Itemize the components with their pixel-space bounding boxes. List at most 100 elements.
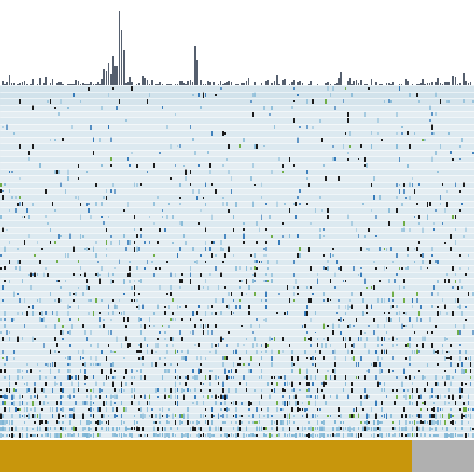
Bar xyxy=(377,356,379,361)
Bar xyxy=(58,433,60,438)
Bar xyxy=(246,81,247,85)
Bar xyxy=(461,434,463,437)
Bar xyxy=(435,151,437,155)
Bar xyxy=(289,427,291,430)
Bar xyxy=(226,414,228,418)
Bar xyxy=(265,343,267,348)
Bar xyxy=(211,241,213,244)
Bar xyxy=(123,407,125,412)
Bar xyxy=(349,145,351,148)
Bar xyxy=(392,337,394,341)
Bar xyxy=(207,324,209,328)
Bar xyxy=(131,286,133,290)
Bar xyxy=(4,266,6,271)
Bar xyxy=(254,337,256,341)
Bar xyxy=(134,420,136,425)
Bar xyxy=(453,376,454,379)
Bar xyxy=(459,356,461,361)
Bar xyxy=(112,407,114,412)
Bar xyxy=(401,126,402,128)
Bar xyxy=(293,260,295,264)
Bar xyxy=(467,408,469,411)
Bar xyxy=(181,414,183,418)
Bar xyxy=(272,383,273,385)
Bar xyxy=(424,84,426,85)
Bar xyxy=(30,285,32,290)
Bar xyxy=(315,350,316,354)
Bar xyxy=(448,82,450,85)
Bar xyxy=(149,216,150,218)
Bar xyxy=(54,382,55,386)
Bar xyxy=(230,420,232,424)
Bar xyxy=(84,369,86,374)
Bar xyxy=(15,382,17,385)
Bar xyxy=(401,414,402,419)
Bar xyxy=(392,428,394,430)
Bar xyxy=(92,246,94,252)
Bar xyxy=(258,324,260,328)
Bar xyxy=(190,170,191,174)
Bar xyxy=(351,428,353,430)
Bar xyxy=(306,389,308,392)
Bar xyxy=(306,305,308,309)
Bar xyxy=(396,305,398,308)
Bar xyxy=(308,298,310,303)
Bar xyxy=(112,434,114,437)
Bar xyxy=(373,261,374,263)
Bar xyxy=(168,84,170,85)
Bar xyxy=(205,434,207,437)
Bar xyxy=(356,228,357,232)
Bar xyxy=(7,388,8,392)
Bar xyxy=(0,348,474,355)
Bar xyxy=(17,84,19,85)
Bar xyxy=(439,99,441,104)
Bar xyxy=(371,363,373,366)
Bar xyxy=(142,427,144,431)
Bar xyxy=(174,84,176,85)
Bar xyxy=(145,337,146,341)
Bar xyxy=(45,77,47,85)
Bar xyxy=(278,375,280,379)
Bar xyxy=(244,228,245,231)
Bar xyxy=(416,317,418,322)
Bar xyxy=(0,419,474,426)
Bar xyxy=(392,261,394,263)
Bar xyxy=(329,395,331,398)
Bar xyxy=(159,331,161,334)
Bar xyxy=(329,253,331,258)
Bar xyxy=(9,171,10,173)
Bar xyxy=(325,383,327,385)
Bar xyxy=(239,144,241,148)
Bar xyxy=(414,331,415,334)
Bar xyxy=(345,280,346,283)
Bar xyxy=(190,183,191,186)
Bar xyxy=(284,433,286,437)
Bar xyxy=(276,426,278,431)
Bar xyxy=(19,177,21,180)
Bar xyxy=(205,415,207,417)
Bar xyxy=(228,292,230,296)
Bar xyxy=(134,415,136,417)
Bar xyxy=(138,427,140,431)
Bar xyxy=(254,292,256,296)
Bar xyxy=(239,383,241,385)
Bar xyxy=(196,375,198,380)
Bar xyxy=(103,319,105,321)
Bar xyxy=(470,382,472,386)
Bar xyxy=(364,343,366,348)
Bar xyxy=(60,427,62,430)
Bar xyxy=(261,408,263,411)
Bar xyxy=(405,325,407,327)
Bar xyxy=(164,433,165,438)
Bar xyxy=(0,252,474,259)
Bar xyxy=(54,350,55,354)
Bar xyxy=(308,84,310,85)
Bar xyxy=(4,318,6,321)
Bar xyxy=(351,221,353,226)
Bar xyxy=(222,131,224,136)
Bar xyxy=(211,407,213,412)
Bar xyxy=(416,84,418,85)
Bar xyxy=(291,106,292,109)
Bar xyxy=(0,130,474,137)
Bar xyxy=(315,311,316,315)
